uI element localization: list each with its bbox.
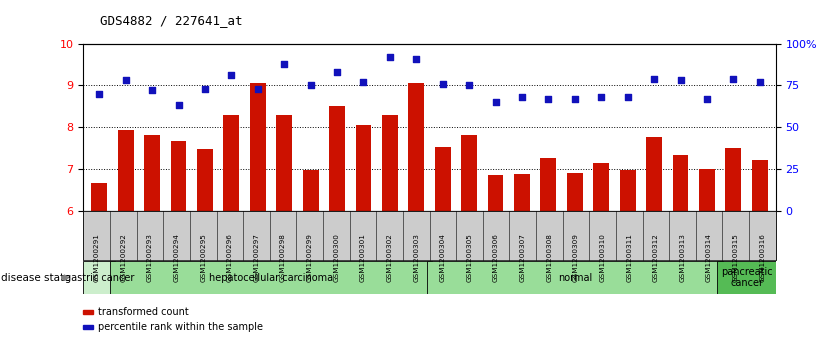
Text: GSM1200299: GSM1200299 — [307, 233, 313, 282]
Text: GSM1200291: GSM1200291 — [93, 233, 100, 282]
Point — [357, 79, 370, 85]
Bar — [751, 160, 767, 211]
Text: hepatocellular carcinoma: hepatocellular carcinoma — [209, 273, 333, 283]
Point — [701, 96, 714, 102]
Bar — [699, 169, 715, 211]
Text: GSM1200312: GSM1200312 — [653, 233, 659, 282]
Bar — [92, 183, 108, 211]
Text: GSM1200298: GSM1200298 — [280, 233, 286, 282]
Bar — [435, 147, 450, 211]
Text: GDS4882 / 227641_at: GDS4882 / 227641_at — [100, 15, 243, 28]
Bar — [726, 148, 741, 211]
Bar — [110, 261, 432, 294]
Bar — [329, 106, 345, 211]
Text: GSM1200304: GSM1200304 — [440, 233, 446, 282]
Bar — [567, 173, 583, 211]
Text: GSM1200309: GSM1200309 — [573, 233, 579, 282]
Point — [621, 94, 635, 100]
Point — [595, 94, 608, 100]
Bar — [171, 141, 187, 211]
Bar — [409, 83, 425, 211]
Text: GSM1200300: GSM1200300 — [334, 233, 339, 282]
Point — [674, 77, 687, 83]
Point — [489, 99, 502, 105]
Text: GSM1200305: GSM1200305 — [466, 233, 472, 282]
Bar — [118, 130, 133, 211]
Point — [568, 96, 581, 102]
Text: GSM1200296: GSM1200296 — [227, 233, 233, 282]
Bar — [620, 170, 636, 211]
Text: gastric cancer: gastric cancer — [64, 273, 134, 283]
Bar — [83, 261, 115, 294]
Text: GSM1200313: GSM1200313 — [680, 233, 686, 282]
Text: disease state: disease state — [1, 273, 70, 283]
Text: GSM1200297: GSM1200297 — [254, 233, 259, 282]
Bar — [646, 136, 662, 211]
Text: GSM1200314: GSM1200314 — [706, 233, 712, 282]
Point — [93, 91, 106, 97]
Bar — [303, 170, 319, 211]
Point — [409, 56, 423, 61]
Text: GSM1200294: GSM1200294 — [173, 233, 179, 282]
Text: GSM1200292: GSM1200292 — [120, 233, 126, 282]
Bar — [514, 174, 530, 211]
Text: GSM1200303: GSM1200303 — [413, 233, 420, 282]
Bar — [250, 83, 266, 211]
Point — [542, 96, 555, 102]
Point — [119, 77, 133, 83]
Point — [172, 102, 185, 108]
Point — [515, 94, 529, 100]
Bar — [488, 175, 504, 211]
Bar — [427, 261, 723, 294]
Text: GSM1200316: GSM1200316 — [759, 233, 766, 282]
Bar — [224, 114, 239, 211]
Bar — [461, 135, 477, 211]
Point — [330, 69, 344, 75]
Point — [383, 54, 396, 60]
Text: GSM1200295: GSM1200295 — [200, 233, 206, 282]
Point — [463, 82, 476, 88]
Text: percentile rank within the sample: percentile rank within the sample — [98, 322, 263, 332]
Bar — [593, 163, 609, 211]
Bar — [144, 135, 160, 211]
Point — [278, 61, 291, 66]
Point — [436, 81, 450, 86]
Bar — [355, 125, 371, 211]
Text: transformed count: transformed count — [98, 307, 188, 317]
Text: GSM1200293: GSM1200293 — [147, 233, 153, 282]
Text: GSM1200315: GSM1200315 — [733, 233, 739, 282]
Text: GSM1200308: GSM1200308 — [546, 233, 552, 282]
Bar — [672, 155, 688, 211]
Text: pancreatic
cancer: pancreatic cancer — [721, 267, 772, 289]
Text: GSM1200302: GSM1200302 — [387, 233, 393, 282]
Bar — [197, 149, 213, 211]
Point — [647, 76, 661, 82]
Point — [198, 86, 212, 91]
Text: GSM1200306: GSM1200306 — [493, 233, 499, 282]
Bar — [276, 114, 292, 211]
Bar — [382, 115, 398, 211]
Bar — [717, 261, 776, 294]
Point — [753, 79, 766, 85]
Text: GSM1200310: GSM1200310 — [600, 233, 605, 282]
Text: GSM1200301: GSM1200301 — [360, 233, 366, 282]
Text: normal: normal — [558, 273, 592, 283]
Point — [304, 82, 317, 88]
Text: GSM1200311: GSM1200311 — [626, 233, 632, 282]
Bar — [540, 158, 556, 211]
Point — [145, 87, 158, 93]
Point — [726, 76, 740, 82]
Point — [224, 72, 238, 78]
Point — [251, 86, 264, 91]
Text: GSM1200307: GSM1200307 — [520, 233, 525, 282]
